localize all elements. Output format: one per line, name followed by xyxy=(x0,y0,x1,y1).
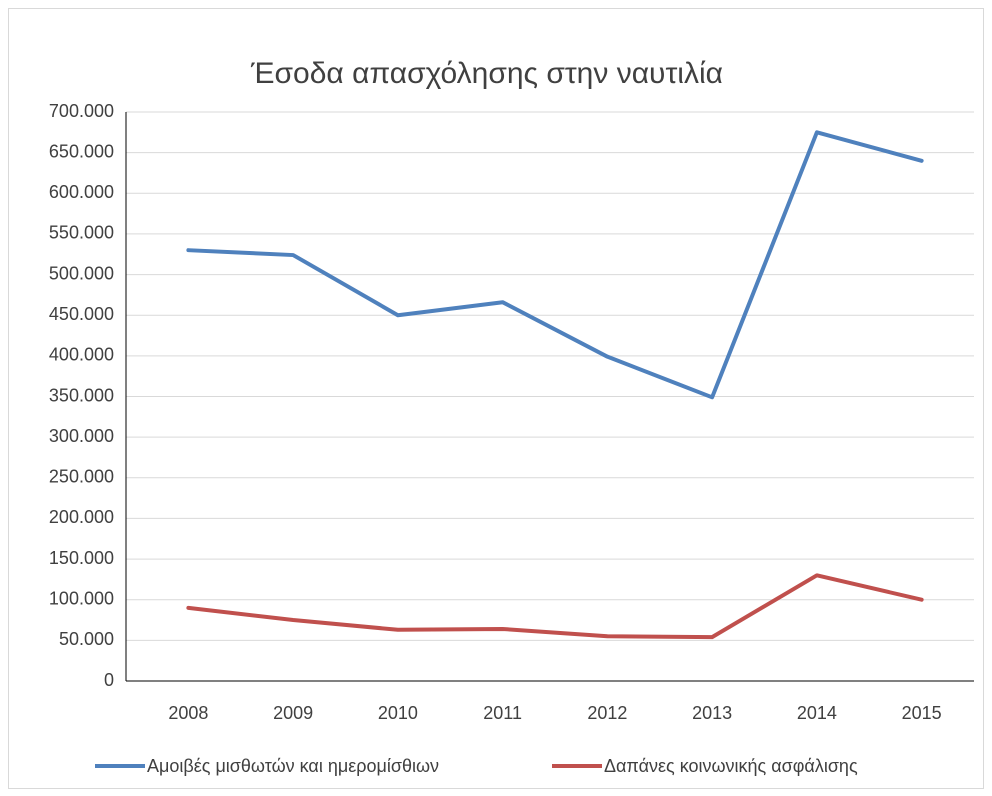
legend-label: Αμοιβές μισθωτών και ημερομίσθιων xyxy=(147,756,439,776)
x-tick-label: 2011 xyxy=(483,703,522,723)
y-tick-label: 700.000 xyxy=(49,101,114,121)
series-line xyxy=(186,573,924,640)
y-tick-label: 200.000 xyxy=(49,507,114,527)
series-line xyxy=(186,130,924,400)
y-tick-label: 450.000 xyxy=(49,304,114,324)
x-tick-label: 2009 xyxy=(273,703,313,723)
x-tick-label: 2014 xyxy=(797,703,837,723)
chart-frame xyxy=(8,8,984,789)
x-tick-label: 2012 xyxy=(587,703,627,723)
legend-label: Δαπάνες κοινωνικής ασφάλισης xyxy=(604,756,858,776)
x-tick-label: 2015 xyxy=(902,703,942,723)
y-tick-label: 50.000 xyxy=(59,629,114,649)
y-tick-label: 0 xyxy=(104,670,114,690)
y-tick-label: 650.000 xyxy=(49,141,114,161)
y-tick-label: 550.000 xyxy=(49,223,114,243)
x-tick-label: 2013 xyxy=(692,703,732,723)
y-tick-label: 250.000 xyxy=(49,467,114,487)
y-tick-label: 350.000 xyxy=(49,385,114,405)
y-tick-label: 100.000 xyxy=(49,588,114,608)
y-tick-label: 400.000 xyxy=(49,345,114,365)
x-tick-label: 2008 xyxy=(168,703,208,723)
chart-title: Έσοδα απασχόλησης στην ναυτιλία xyxy=(250,57,723,90)
y-tick-label: 150.000 xyxy=(49,548,114,568)
y-tick-label: 300.000 xyxy=(49,426,114,446)
y-tick-label: 600.000 xyxy=(49,182,114,202)
x-tick-label: 2010 xyxy=(378,703,418,723)
y-tick-label: 500.000 xyxy=(49,263,114,283)
